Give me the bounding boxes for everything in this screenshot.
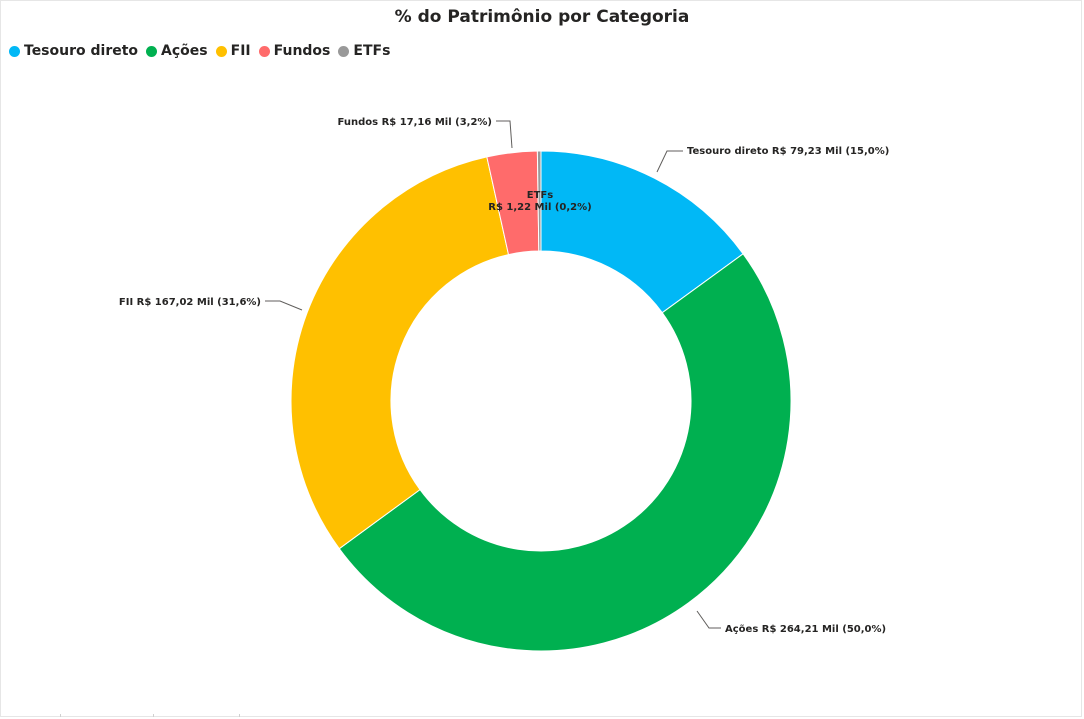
legend-label: FII xyxy=(230,43,251,59)
legend-label: Fundos xyxy=(273,43,331,59)
tab-divider xyxy=(239,714,240,717)
data-label-acoes: Ações R$ 264,21 Mil (50,0%) xyxy=(725,624,886,635)
data-label-fundos: Fundos R$ 17,16 Mil (3,2%) xyxy=(338,117,492,128)
data-label-etfs-value: R$ 1,22 Mil (0,2%) xyxy=(488,202,591,213)
legend-swatch xyxy=(338,45,350,57)
leader-line-fundos xyxy=(496,120,513,149)
data-label-etfs-name: ETFs xyxy=(527,190,553,201)
tab-divider xyxy=(153,714,154,717)
data-label-tesouro-direto: Tesouro direto R$ 79,23 Mil (15,0%) xyxy=(687,146,889,157)
legend-label: ETFs xyxy=(353,43,391,59)
legend-swatch xyxy=(215,45,227,57)
legend-label: Tesouro direto xyxy=(24,43,139,59)
leader-line-fii xyxy=(265,300,303,311)
leader-line-tesouro-direto xyxy=(656,150,683,173)
legend-item-etfs[interactable]: ETFs xyxy=(338,43,390,59)
chart-legend: Tesouro direto Ações FII Fundos ETFs xyxy=(9,43,390,59)
legend-label: Ações xyxy=(161,43,208,59)
legend-swatch xyxy=(146,45,158,57)
donut-slice-acoes[interactable] xyxy=(338,253,792,652)
leader-line-acoes xyxy=(696,610,721,629)
data-label-fii: FII R$ 167,02 Mil (31,6%) xyxy=(119,297,261,308)
chart-title: % do Patrimônio por Categoria xyxy=(394,7,690,27)
legend-item-acoes[interactable]: Ações xyxy=(146,43,208,59)
legend-item-fundos[interactable]: Fundos xyxy=(258,43,331,59)
legend-item-fii[interactable]: FII xyxy=(215,43,251,59)
tab-divider xyxy=(60,714,61,717)
legend-item-tesouro-direto[interactable]: Tesouro direto xyxy=(9,43,138,59)
donut-slice-etfs[interactable] xyxy=(536,150,542,252)
legend-swatch xyxy=(9,45,20,57)
page-tabs-edge xyxy=(0,714,240,717)
donut-slice-fii[interactable] xyxy=(290,156,510,550)
legend-swatch xyxy=(258,45,270,57)
